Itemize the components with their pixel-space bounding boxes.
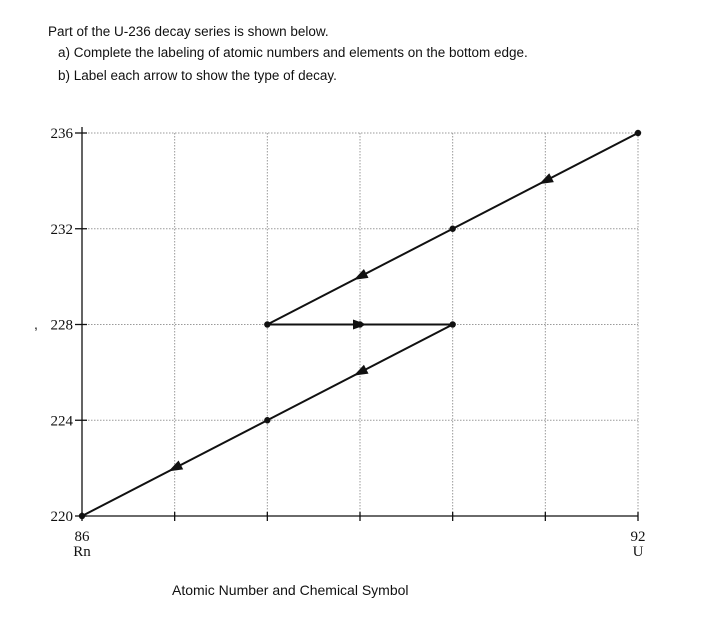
y-tick-label: 232 (51, 222, 74, 238)
x-tick-symbol: U (633, 544, 644, 560)
y-tick-label: 236 (51, 126, 74, 142)
stray-mark: , (34, 316, 38, 332)
nuclide-points (78, 129, 642, 520)
x-tick-symbol: Rn (73, 544, 91, 560)
y-tick-label: 220 (51, 509, 74, 525)
question-intro: Part of the U-236 decay series is shown … (48, 24, 329, 39)
nuclide-point (264, 417, 271, 424)
x-axis-label: Atomic Number and Chemical Symbol (172, 582, 409, 598)
decay-arrowhead (353, 364, 369, 376)
nuclide-point (264, 321, 271, 328)
question-part-b: b) Label each arrow to show the type of … (58, 68, 337, 83)
y-tick-label: 228 (51, 318, 74, 334)
nuclide-point (449, 225, 456, 232)
y-tick-label: 224 (51, 413, 74, 429)
decay-arrowhead (168, 460, 184, 472)
decay-path (81, 132, 639, 517)
nuclide-point (356, 321, 364, 328)
decay-arrowhead (353, 268, 369, 280)
nuclide-point (634, 129, 642, 137)
nuclide-point (78, 512, 86, 520)
x-tick-number: 86 (75, 529, 91, 545)
axes (75, 127, 639, 521)
question-part-a: a) Complete the labeling of atomic numbe… (58, 45, 528, 60)
x-tick-number: 92 (631, 529, 646, 545)
decay-arrowhead (539, 173, 554, 185)
nuclide-point (449, 321, 456, 328)
